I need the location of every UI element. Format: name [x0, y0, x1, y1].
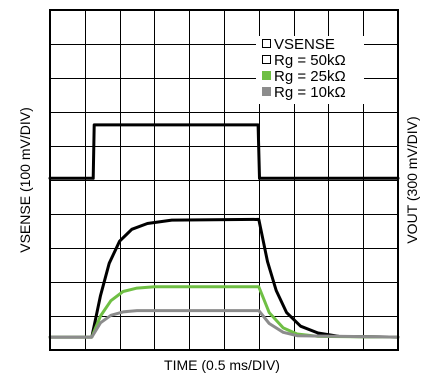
y-axis-label-right: VOUT (300 mV/DIV): [404, 116, 420, 243]
trace-0: [48, 123, 400, 180]
legend-label: VSENSE: [274, 36, 335, 53]
trace-3: [48, 309, 400, 339]
trace-2: [48, 285, 400, 339]
legend-label: Rg = 25kΩ: [274, 68, 346, 85]
legend-marker: [262, 39, 271, 48]
chart-frame: [49, 9, 399, 351]
legend-marker: [262, 71, 271, 80]
x-axis-label: TIME (0.5 ms/DIV): [164, 357, 280, 373]
trace-1: [48, 217, 400, 339]
legend-background: [256, 36, 364, 104]
legend-marker: [262, 87, 271, 96]
chart-traces: [48, 123, 400, 339]
y-axis-label-left: VSENSE (100 mV/DIV): [17, 107, 33, 253]
legend-label: Rg = 10kΩ: [274, 84, 346, 101]
legend-marker: [262, 55, 271, 64]
legend-label: Rg = 50kΩ: [274, 52, 346, 69]
